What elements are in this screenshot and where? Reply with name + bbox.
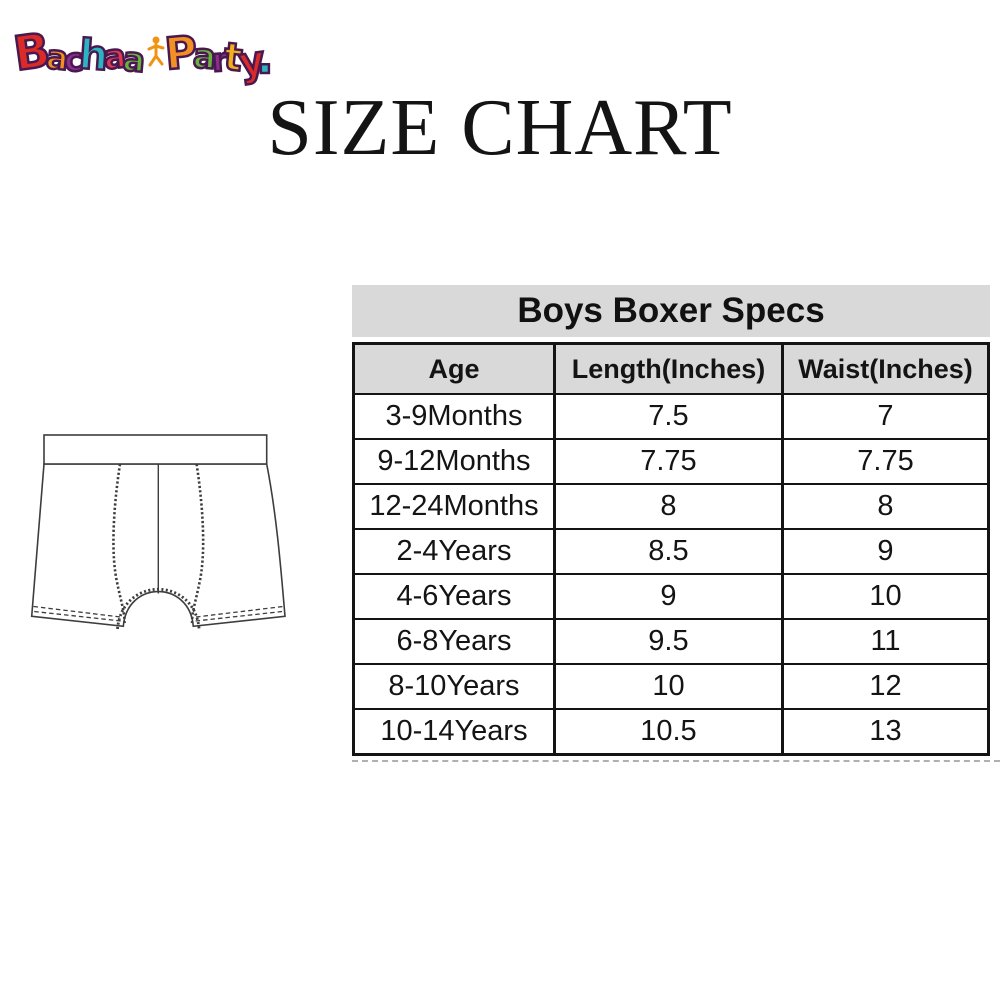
size-chart-table: Age Length(Inches) Waist(Inches) 3-9Mont… [352,342,990,756]
cell-age: 6-8Years [352,618,556,665]
table-row: 10-14Years 10.5 13 [352,708,990,756]
kid-figure-icon [147,36,165,67]
cell-waist: 12 [781,663,990,710]
cell-length: 9.5 [552,618,784,665]
logo-letter: a [120,38,148,81]
cell-waist: 7 [781,393,990,440]
table-row: 6-8Years 9.5 11 [352,618,990,665]
cell-length: 9 [552,573,784,620]
table-header-row: Age Length(Inches) Waist(Inches) [352,342,990,395]
cell-age: 8-10Years [352,663,556,710]
table-row: 8-10Years 10 12 [352,663,990,710]
table-title: Boys Boxer Specs [352,285,990,337]
cell-age: 12-24Months [352,483,556,530]
cell-waist: 9 [781,528,990,575]
table-row: 12-24Months 8 8 [352,483,990,530]
cell-waist: 11 [781,618,990,665]
table-row: 3-9Months 7.5 7 [352,393,990,440]
cell-waist: 7.75 [781,438,990,485]
cell-length: 7.5 [552,393,784,440]
cell-waist: 10 [781,573,990,620]
cell-length: 8.5 [552,528,784,575]
cell-age: 2-4Years [352,528,556,575]
cell-length: 10.5 [552,708,784,756]
column-header-age: Age [352,342,556,395]
cell-age: 4-6Years [352,573,556,620]
cell-waist: 13 [781,708,990,756]
cell-length: 8 [552,483,784,530]
table-row: 9-12Months 7.75 7.75 [352,438,990,485]
brand-logo: B a c h a a P a r t y . [9,4,275,88]
cell-age: 3-9Months [352,393,556,440]
table-bottom-dashed-line [352,760,1000,762]
cell-length: 7.75 [552,438,784,485]
boxer-shorts-illustration-icon [30,434,286,630]
table-row: 2-4Years 8.5 9 [352,528,990,575]
logo-letter: . [255,30,275,84]
table-row: 4-6Years 9 10 [352,573,990,620]
cell-length: 10 [552,663,784,710]
column-header-waist: Waist(Inches) [781,342,990,395]
cell-age: 9-12Months [352,438,556,485]
column-header-length: Length(Inches) [552,342,784,395]
cell-age: 10-14Years [352,708,556,756]
page-title: SIZE CHART [267,84,733,172]
size-chart-section: Boys Boxer Specs Age Length(Inches) Wais… [352,285,1000,762]
cell-waist: 8 [781,483,990,530]
